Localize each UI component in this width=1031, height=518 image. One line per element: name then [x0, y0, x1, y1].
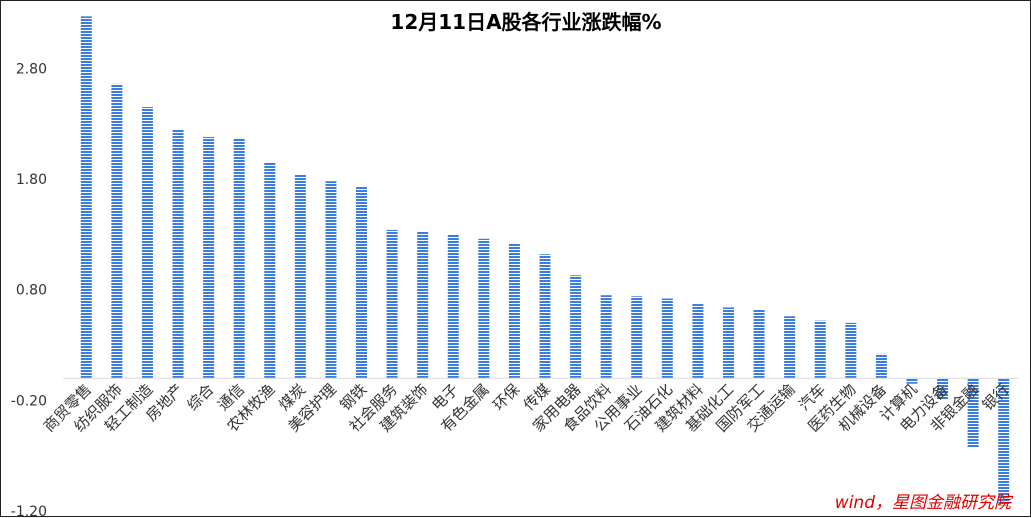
bar	[753, 309, 765, 379]
bar	[172, 129, 184, 379]
bar	[692, 304, 704, 379]
bar	[539, 254, 551, 379]
bar	[233, 138, 245, 379]
bar	[661, 298, 673, 379]
x-axis-ticks: 商贸零售纺织服饰轻工制造房地产综合通信农林牧渔煤炭美容护理钢铁社会服务建筑装饰电…	[40, 380, 1013, 435]
bar	[111, 83, 123, 379]
bar	[478, 238, 490, 379]
bar	[998, 378, 1010, 506]
bar	[417, 231, 429, 379]
chart-title: 12月11日A股各行业涨跌幅%	[390, 10, 661, 34]
y-axis-ticks: 2.80 1.80 0.80 -0.20 -1.20	[11, 61, 47, 518]
bar	[631, 296, 643, 379]
bar	[447, 234, 459, 379]
bar	[325, 181, 337, 379]
bar	[356, 186, 368, 379]
y-tick-label: 0.80	[16, 283, 47, 299]
bar	[937, 378, 949, 400]
bar	[203, 136, 215, 379]
bar	[845, 322, 857, 379]
y-tick-label: -0.20	[11, 393, 47, 409]
y-tick-label: -1.20	[11, 504, 47, 518]
bar	[264, 162, 276, 379]
bar	[570, 275, 582, 379]
bar	[875, 353, 887, 379]
source-note: wind，星图金融研究院	[835, 493, 1014, 513]
bar	[600, 295, 612, 379]
bar	[814, 320, 826, 379]
bar	[722, 307, 734, 379]
bar	[141, 107, 153, 379]
bar	[508, 243, 520, 379]
x-tick-label: 综合	[183, 380, 217, 414]
x-tick-label: 环保	[489, 380, 523, 414]
bar	[294, 174, 306, 379]
y-tick-label: 2.80	[16, 61, 47, 77]
bar	[967, 378, 979, 448]
bar	[386, 229, 398, 379]
bar	[906, 378, 918, 384]
bars	[80, 16, 1010, 506]
bar	[80, 16, 92, 379]
bar	[784, 316, 796, 379]
y-tick-label: 1.80	[16, 172, 47, 188]
